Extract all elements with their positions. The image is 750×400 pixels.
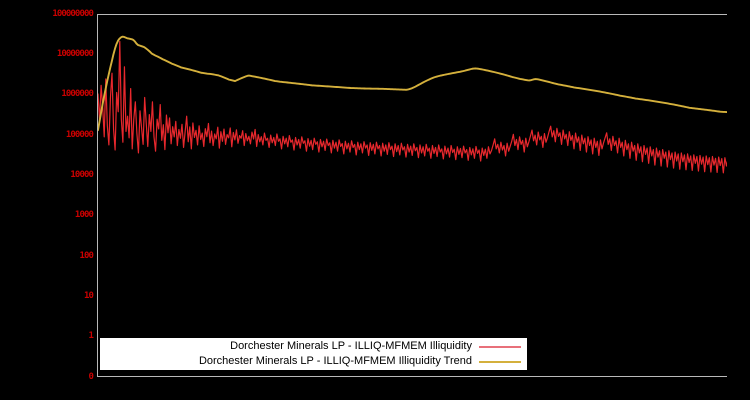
series-path (98, 42, 727, 173)
legend-item-illiquidity[interactable]: Dorchester Minerals LP - ILLIQ-MFMEM Ill… (100, 339, 521, 354)
y-tick-label: 1000 (74, 210, 94, 221)
y-tick-label: 10 (83, 290, 94, 301)
y-tick-label: 100 (79, 250, 93, 261)
series-lines (98, 15, 727, 376)
y-tick-label: 100000000 (52, 8, 94, 19)
y-axis: 100000000 10000000 1000000 100000 10000 1000 1… (0, 0, 94, 400)
y-tick-label: 1000000 (61, 89, 94, 100)
y-tick-label: 100000 (65, 129, 94, 140)
chart-legend[interactable]: Dorchester Minerals LP - ILLIQ-MFMEM Ill… (100, 338, 527, 370)
plot-area (98, 15, 727, 376)
y-tick-label: 10000 (70, 169, 93, 180)
plot-frame (97, 14, 727, 377)
legend-label-illiquidity: Dorchester Minerals LP - ILLIQ-MFMEM Ill… (230, 340, 472, 352)
y-tick-label: 1 (88, 331, 93, 342)
legend-swatch-illiquidity-trend (479, 360, 521, 363)
y-tick-label: 10000000 (56, 48, 94, 59)
legend-item-illiquidity-trend[interactable]: Dorchester Minerals LP - ILLIQ-MFMEM Ill… (100, 354, 521, 369)
series-path (98, 37, 727, 130)
legend-swatch-illiquidity (479, 345, 521, 348)
y-tick-label: 0 (88, 371, 93, 382)
legend-label-illiquidity-trend: Dorchester Minerals LP - ILLIQ-MFMEM Ill… (198, 355, 472, 367)
